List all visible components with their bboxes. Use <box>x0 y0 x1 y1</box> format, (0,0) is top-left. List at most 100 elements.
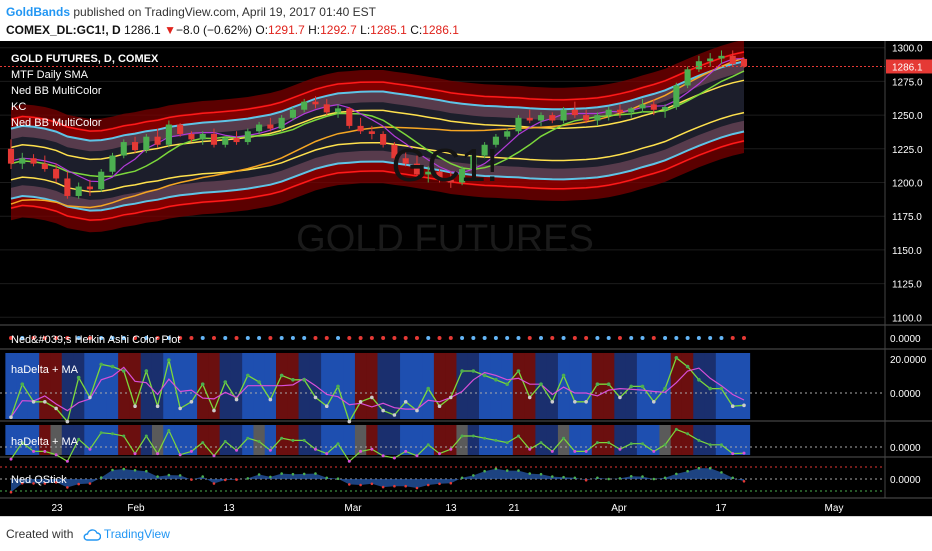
time-axis-bg <box>0 498 932 516</box>
heikin-dot <box>471 336 476 340</box>
qstick-dot <box>460 476 464 480</box>
hadelta-bg <box>512 353 525 419</box>
hadelta2-dot <box>291 438 295 442</box>
candle-body <box>639 104 646 109</box>
hadelta2-bg <box>151 425 164 455</box>
heikin-dot <box>663 336 668 340</box>
heikin-dot <box>336 336 341 340</box>
hadelta2-dot <box>550 449 554 453</box>
hadelta2-label[interactable]: haDelta + MA <box>11 436 79 448</box>
qstick-dot <box>348 483 351 486</box>
legend-item[interactable]: Ned BB MultiColor <box>11 85 102 97</box>
heikin-ashi-pane[interactable] <box>9 336 746 340</box>
hadelta-dot <box>482 373 487 378</box>
hadelta2-dot <box>652 449 656 453</box>
hadelta2-dot <box>562 436 566 440</box>
candle-body <box>323 104 330 113</box>
hadelta-pane-2[interactable] <box>0 425 885 463</box>
time-axis[interactable]: 23 Feb 13 Mar 13 21 Apr 17 May <box>0 497 932 516</box>
qstick-dot <box>20 481 24 485</box>
heikin-dot <box>178 336 183 340</box>
qstick-dot <box>381 485 385 489</box>
qstick-dot <box>393 484 396 488</box>
hadelta2-bg <box>535 425 548 455</box>
qstick-label[interactable]: Ned QStick <box>11 474 67 486</box>
heikin-dot <box>31 336 36 340</box>
hadelta2-dot <box>257 440 261 443</box>
candle-body <box>729 55 736 64</box>
heikin-dot <box>629 336 634 340</box>
candle-body <box>436 171 443 180</box>
created-with: Created with TradingView <box>6 527 170 541</box>
qstick-pane[interactable] <box>0 466 885 494</box>
hadelta2-dot <box>77 437 81 441</box>
hadelta-bg <box>140 353 153 419</box>
qstick-dot <box>223 478 227 482</box>
hadelta-dot <box>742 403 746 408</box>
hadelta2-bg <box>219 425 232 455</box>
heikin-dot <box>482 336 487 340</box>
heikin-dot <box>87 336 92 340</box>
heikin-dot <box>640 336 645 340</box>
qstick-dot <box>449 481 453 485</box>
hadelta2-dot <box>505 441 509 445</box>
qstick-dot <box>483 469 486 473</box>
candle-body <box>267 124 274 129</box>
hadelta-bg <box>230 353 243 419</box>
author-link[interactable]: GoldBands <box>6 5 71 19</box>
qstick-dot <box>99 476 103 479</box>
hadelta2-bg <box>16 425 29 455</box>
hadelta-bg <box>163 353 176 419</box>
hadelta-bg <box>580 353 593 419</box>
heikin-dot <box>505 336 510 340</box>
hadelta2-dot <box>313 447 317 451</box>
legend-item[interactable]: Ned BB MultiColor <box>11 117 102 129</box>
candle-body <box>19 158 26 164</box>
hadelta2-bg <box>681 425 694 455</box>
qstick-dot <box>212 482 216 485</box>
hadelta2-dot <box>573 449 577 453</box>
candle-body <box>447 179 454 183</box>
legend-item[interactable]: MTF Daily SMA <box>11 69 89 81</box>
hadelta-dot <box>471 369 476 373</box>
heikin-dot <box>539 336 544 340</box>
hadelta-dot <box>110 364 115 369</box>
heikin-dot <box>189 336 194 340</box>
sma-upper-line <box>10 79 745 161</box>
hadelta2-dot <box>392 456 396 460</box>
hadelta2-bg <box>118 425 130 455</box>
chart-area[interactable]: 1100.0 1125.0 1150.0 1175.0 1200.0 1225.0 1250… <box>0 41 932 516</box>
tradingview-link[interactable]: TradingView <box>103 527 170 541</box>
hadelta2-dot <box>426 443 430 447</box>
hadelta-bg <box>681 353 694 419</box>
candle-body <box>470 155 477 170</box>
heikin-label[interactable]: Ned&#039;s Heikin Ashi Color Plot <box>11 334 180 346</box>
price-axis[interactable]: 1100.0 1125.0 1150.0 1175.0 1200.0 1225.0 1250… <box>884 41 932 516</box>
hadelta1-label[interactable]: haDelta + MA <box>11 364 79 376</box>
heikin-dot <box>448 336 453 340</box>
qstick-dot <box>370 482 374 486</box>
heikin-dot <box>381 336 386 340</box>
heikin-dot <box>719 336 724 340</box>
heikin-dot <box>414 336 419 340</box>
legend-item[interactable]: KC <box>11 101 26 113</box>
hadelta2-dot <box>539 441 543 445</box>
hadelta2-bg <box>140 425 153 455</box>
hadelta2-bg <box>546 425 559 455</box>
hadelta2-bg <box>39 425 51 455</box>
hadelta2-dot <box>528 447 532 451</box>
price-tick-label: 1200.0 <box>892 179 923 190</box>
time-tick-label: Mar <box>344 503 362 514</box>
heikin-dot <box>584 336 589 340</box>
time-tick-label: 17 <box>715 503 727 514</box>
hadelta-pane-1[interactable] <box>0 353 885 424</box>
qstick-dot <box>708 466 712 470</box>
hadelta2-dot <box>494 438 498 442</box>
hadelta2-dot <box>359 449 363 453</box>
price-pane[interactable] <box>0 41 932 458</box>
hadelta2-line <box>10 428 745 463</box>
qstick-dot <box>156 475 159 478</box>
hadelta-dot <box>200 382 205 387</box>
hadelta2-bg <box>253 425 266 455</box>
candle-body <box>571 109 578 116</box>
